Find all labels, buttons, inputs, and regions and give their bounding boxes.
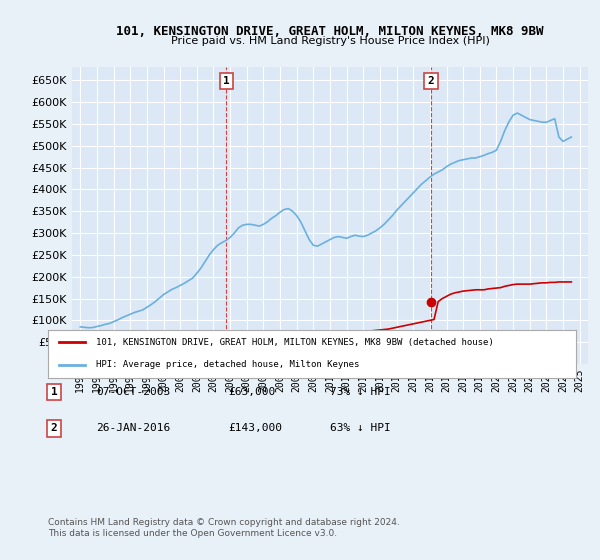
Text: 63% ↓ HPI: 63% ↓ HPI — [330, 423, 391, 433]
Text: £143,000: £143,000 — [228, 423, 282, 433]
Text: 26-JAN-2016: 26-JAN-2016 — [96, 423, 170, 433]
Text: 73% ↓ HPI: 73% ↓ HPI — [330, 387, 391, 397]
Text: 101, KENSINGTON DRIVE, GREAT HOLM, MILTON KEYNES, MK8 9BW (detached house): 101, KENSINGTON DRIVE, GREAT HOLM, MILTO… — [95, 338, 493, 347]
Text: 2: 2 — [50, 423, 58, 433]
Text: 2: 2 — [428, 76, 434, 86]
Text: HPI: Average price, detached house, Milton Keynes: HPI: Average price, detached house, Milt… — [95, 360, 359, 369]
Text: £63,000: £63,000 — [228, 387, 275, 397]
Text: 101, KENSINGTON DRIVE, GREAT HOLM, MILTON KEYNES, MK8 9BW: 101, KENSINGTON DRIVE, GREAT HOLM, MILTO… — [116, 25, 544, 38]
Text: 07-OCT-2003: 07-OCT-2003 — [96, 387, 170, 397]
Text: 1: 1 — [50, 387, 58, 397]
Text: Price paid vs. HM Land Registry's House Price Index (HPI): Price paid vs. HM Land Registry's House … — [170, 36, 490, 46]
Text: Contains HM Land Registry data © Crown copyright and database right 2024.
This d: Contains HM Land Registry data © Crown c… — [48, 518, 400, 538]
Text: 1: 1 — [223, 76, 230, 86]
